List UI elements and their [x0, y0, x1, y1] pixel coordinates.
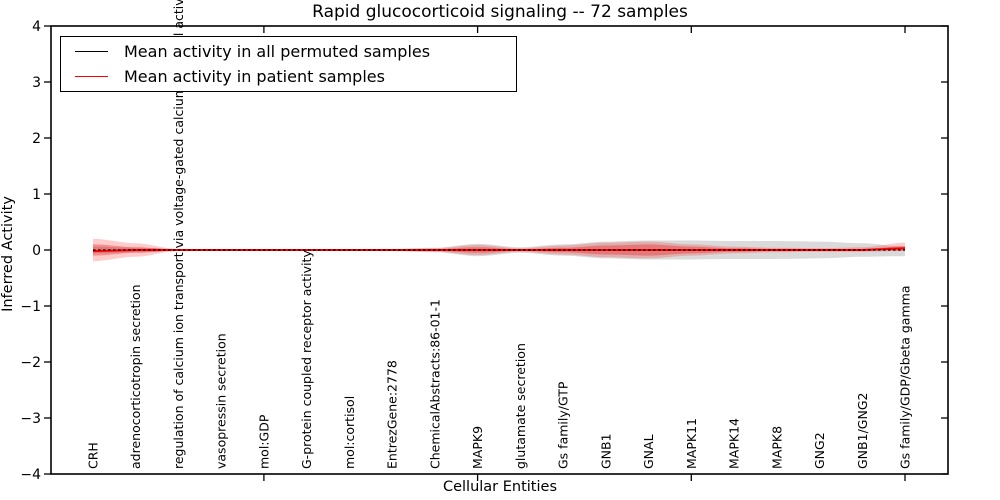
y-tick-label: 0 — [32, 243, 41, 259]
x-category-label: MAPK8 — [769, 426, 784, 469]
x-category-label: Gs family/GTP — [556, 381, 571, 469]
y-tick-label: 4 — [32, 19, 41, 35]
legend-label-patient: Mean activity in patient samples — [124, 67, 385, 86]
x-category-label: GNG2 — [812, 432, 827, 469]
y-tick-label: −1 — [20, 299, 41, 315]
legend: Mean activity in all permuted samples Me… — [60, 36, 517, 92]
x-category-label: Gs family/GDP/Gbeta gamma — [898, 286, 913, 469]
x-category-label: mol:GDP — [256, 414, 271, 469]
x-category-label: MAPK9 — [470, 426, 485, 469]
y-tick-label: −4 — [20, 467, 41, 483]
x-category-label: MAPK14 — [727, 418, 742, 469]
y-tick-label: −3 — [20, 411, 41, 427]
chart-title: Rapid glucocorticoid signaling -- 72 sam… — [312, 2, 688, 22]
x-category-label: G-protein coupled receptor activity — [299, 250, 314, 469]
legend-label-permuted: Mean activity in all permuted samples — [124, 42, 431, 61]
x-category-label: GNB1/GNG2 — [855, 393, 870, 469]
x-category-label: EntrezGene:2778 — [385, 360, 400, 469]
x-category-label: ChemicalAbstracts:86-01-1 — [427, 299, 442, 469]
y-tick-label: −2 — [20, 355, 41, 371]
y-axis-ticks: −4 −3 −2 −1 0 1 2 3 4 — [20, 19, 948, 483]
y-tick-label: 2 — [32, 131, 41, 147]
x-category-label: GNAL — [641, 434, 656, 469]
x-axis-ticks — [263, 26, 906, 481]
x-category-label: regulation of calcium ion transport via … — [171, 0, 186, 469]
y-tick-label: 1 — [32, 187, 41, 203]
x-category-label: MAPK11 — [684, 418, 699, 469]
x-axis-label: Cellular Entities — [442, 479, 558, 495]
x-category-label: glutamate secretion — [513, 343, 528, 469]
x-category-label: CRH — [86, 442, 101, 469]
x-category-label: adrenocorticotropin secretion — [128, 284, 143, 469]
legend-item-permuted: Mean activity in all permuted samples — [61, 39, 516, 64]
x-category-label: vasopressin secretion — [214, 333, 229, 469]
patient-line-swatch — [75, 76, 108, 77]
permuted-line-swatch — [75, 51, 108, 52]
x-category-label: GNB1 — [598, 433, 613, 469]
y-tick-label: 3 — [32, 75, 41, 91]
y-axis-label: Inferred Activity — [0, 196, 16, 312]
x-category-label: mol:cortisol — [342, 396, 357, 469]
legend-item-patient: Mean activity in patient samples — [61, 64, 516, 89]
